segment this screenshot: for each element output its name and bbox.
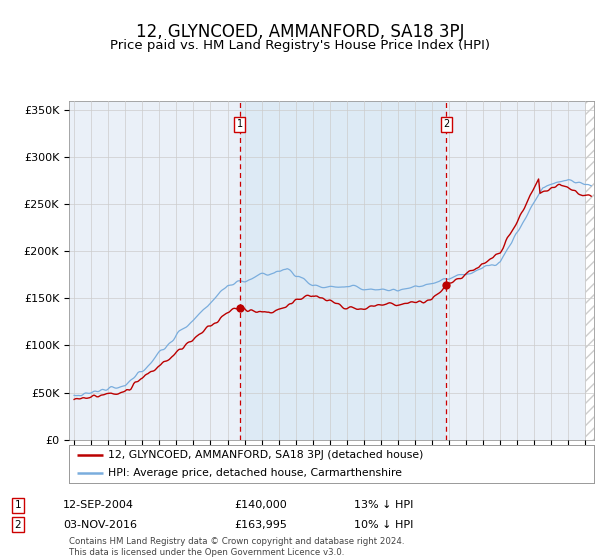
Bar [239,101,446,440]
Text: £163,995: £163,995 [234,520,287,530]
Text: 2: 2 [14,520,22,530]
Text: 1: 1 [14,500,22,510]
Text: 13% ↓ HPI: 13% ↓ HPI [354,500,413,510]
Text: 10% ↓ HPI: 10% ↓ HPI [354,520,413,530]
Text: HPI: Average price, detached house, Carmarthenshire: HPI: Average price, detached house, Carm… [109,468,403,478]
Bar [586,101,600,440]
Text: 1: 1 [236,119,242,129]
Text: 03-NOV-2016: 03-NOV-2016 [63,520,137,530]
Text: £140,000: £140,000 [234,500,287,510]
Text: 12-SEP-2004: 12-SEP-2004 [63,500,134,510]
Text: 2: 2 [443,119,449,129]
Text: 12, GLYNCOED, AMMANFORD, SA18 3PJ (detached house): 12, GLYNCOED, AMMANFORD, SA18 3PJ (detac… [109,450,424,460]
Text: 12, GLYNCOED, AMMANFORD, SA18 3PJ: 12, GLYNCOED, AMMANFORD, SA18 3PJ [136,23,464,41]
Text: Price paid vs. HM Land Registry's House Price Index (HPI): Price paid vs. HM Land Registry's House … [110,39,490,53]
Text: Contains HM Land Registry data © Crown copyright and database right 2024.
This d: Contains HM Land Registry data © Crown c… [69,537,404,557]
